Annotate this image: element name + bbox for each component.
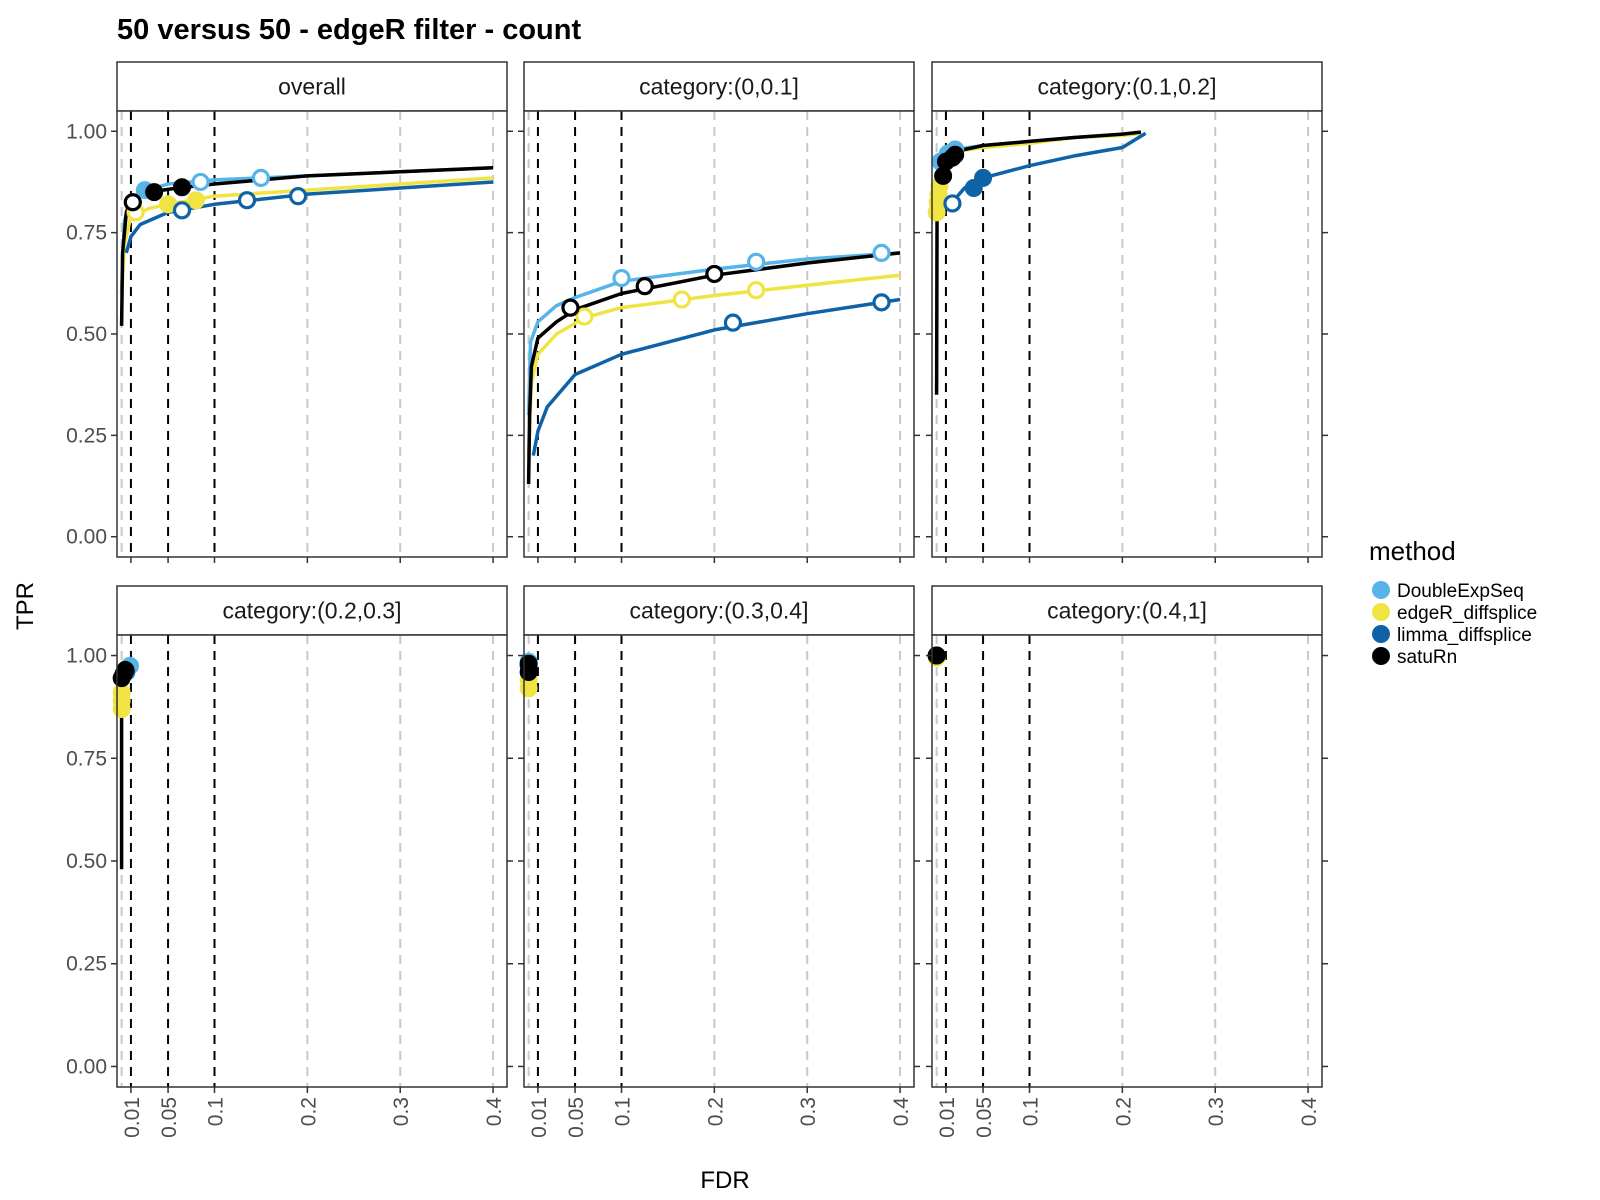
x-tick-label: 0.01 [121, 1097, 144, 1138]
panel-plot-area [117, 111, 507, 557]
x-tick-label: 0.4 [1298, 1097, 1321, 1127]
x-tick-label: 0.1 [612, 1097, 635, 1126]
point-satuRn [946, 145, 965, 164]
panel-strip-label: category:(0.2,0.3] [223, 598, 402, 624]
panel-plot-area [524, 111, 914, 557]
panel-strip [116, 61, 508, 112]
point-limma_diffsplice [943, 194, 962, 213]
y-tick-label: 0.25 [66, 953, 107, 976]
point-limma_diffsplice [723, 313, 743, 332]
y-tick-label: 0.75 [66, 747, 107, 770]
x-tick-label: 0.1 [1020, 1097, 1043, 1126]
point-limma_diffsplice [872, 293, 891, 312]
x-tick-label: 0.4 [890, 1097, 913, 1127]
panel-0: overall 0.00 0.25 0.50 0.75 1.00 [66, 61, 513, 563]
legend-key-edgeR_diffsplice [1372, 603, 1390, 621]
x-tick-label: 0.01 [528, 1097, 551, 1138]
legend-key-limma_diffsplice [1372, 625, 1390, 643]
x-tick-label: 0.01 [936, 1097, 959, 1138]
y-tick-label: 0.00 [66, 1055, 107, 1078]
y-tick-label: 1.00 [66, 645, 107, 668]
panel-plot-area [117, 635, 507, 1087]
panel-strip [931, 585, 1323, 636]
x-tick-label: 0.1 [205, 1097, 228, 1126]
x-axis-title: FDR [700, 1167, 749, 1194]
point-satuRn [705, 264, 724, 284]
legend-label: limma_diffsplice [1397, 625, 1532, 646]
point-DoubleExpSeq [612, 268, 631, 288]
y-tick-label: 0.25 [66, 424, 107, 447]
x-tick-label: 0.2 [704, 1097, 727, 1126]
point-satuRn [519, 654, 538, 673]
series-line-DoubleExpSeq [526, 251, 901, 416]
panel-strip [523, 61, 915, 112]
x-tick-label: 0.3 [797, 1097, 820, 1126]
panel-strip-label: category:(0.4,1] [1047, 598, 1207, 624]
y-axis-title: TPR [12, 582, 39, 630]
panel-strip-label: category:(0.1,0.2] [1038, 74, 1217, 100]
legend-label: DoubleExpSeq [1397, 581, 1524, 602]
point-DoubleExpSeq [191, 172, 210, 192]
panel-plot-area [932, 635, 1322, 1087]
y-tick-label: 1.00 [66, 120, 107, 143]
point-limma_diffsplice [974, 168, 993, 187]
panel-strip [116, 585, 508, 636]
x-tick-label: 0.05 [158, 1097, 181, 1138]
series-line-satuRn [119, 166, 494, 326]
legend-label: edgeR_diffsplice [1397, 603, 1537, 624]
point-satuRn [635, 277, 654, 296]
panel-strip-label: category:(0.3,0.4] [630, 598, 809, 624]
panel-strip [931, 61, 1323, 112]
x-tick-label: 0.3 [1205, 1097, 1228, 1126]
panels-group: overall 0.00 0.25 0.50 0.75 1.00 category:(0,0… [66, 61, 1328, 1138]
point-DoubleExpSeq [747, 252, 766, 271]
y-tick-label: 0.75 [66, 222, 107, 245]
point-limma_diffsplice [288, 187, 308, 206]
panel-strip-label: overall [278, 74, 346, 100]
panel-strip-label: category:(0,0.1] [639, 74, 799, 100]
x-tick-label: 0.4 [483, 1097, 506, 1127]
point-satuRn [116, 660, 135, 679]
series-line-limma_diffsplice [124, 180, 494, 254]
point-DoubleExpSeq [872, 243, 891, 263]
panel-strip [523, 585, 915, 636]
x-tick-label: 0.05 [973, 1097, 996, 1138]
y-tick-label: 0.50 [66, 323, 107, 346]
point-satuRn [145, 183, 164, 202]
point-DoubleExpSeq [251, 168, 271, 187]
legend-title: method [1369, 536, 1456, 566]
panel-2: category:(0.1,0.2] [926, 61, 1328, 563]
panel-5: category:(0.4,1] 0.01 0.05 0.1 0.2 0.3 0.4 [926, 585, 1328, 1138]
x-tick-label: 0.2 [297, 1097, 320, 1126]
point-satuRn [173, 178, 191, 197]
point-edgeR_diffsplice [575, 307, 594, 326]
series-line-limma_diffsplice [531, 297, 901, 456]
legend-key-DoubleExpSeq [1372, 581, 1390, 599]
panel-1: category:(0,0.1] [518, 61, 920, 563]
point-satuRn [561, 298, 580, 317]
point-satuRn [123, 193, 142, 212]
legend-label: satuRn [1397, 647, 1457, 668]
legend-key-satuRn [1372, 647, 1390, 665]
point-limma_diffsplice [237, 191, 257, 210]
panel-4: category:(0.3,0.4] 0.01 0.05 0.1 0.2 0.3 0.4 [518, 585, 920, 1138]
point-edgeR_diffsplice [186, 191, 205, 210]
point-edgeR_diffsplice [747, 281, 766, 300]
chart-title: 50 versus 50 - edgeR filter - count [117, 14, 581, 46]
point-limma_diffsplice [172, 201, 192, 220]
panel-plot-area [524, 635, 914, 1087]
x-tick-label: 0.2 [1112, 1097, 1135, 1126]
series-line-limma_diffsplice [949, 131, 1147, 206]
panel-3: category:(0.2,0.3] 0.00 0.25 0.50 0.75 1.00 0.… [66, 585, 513, 1138]
x-tick-label: 0.05 [565, 1097, 588, 1138]
x-tick-label: 0.3 [390, 1097, 413, 1126]
point-edgeR_diffsplice [672, 290, 691, 309]
y-tick-label: 0.50 [66, 850, 107, 873]
legend: method DoubleExpSeqedgeR_diffsplicelimma… [1369, 536, 1537, 668]
panel-plot-area [932, 111, 1322, 557]
y-tick-label: 0.00 [66, 526, 107, 549]
